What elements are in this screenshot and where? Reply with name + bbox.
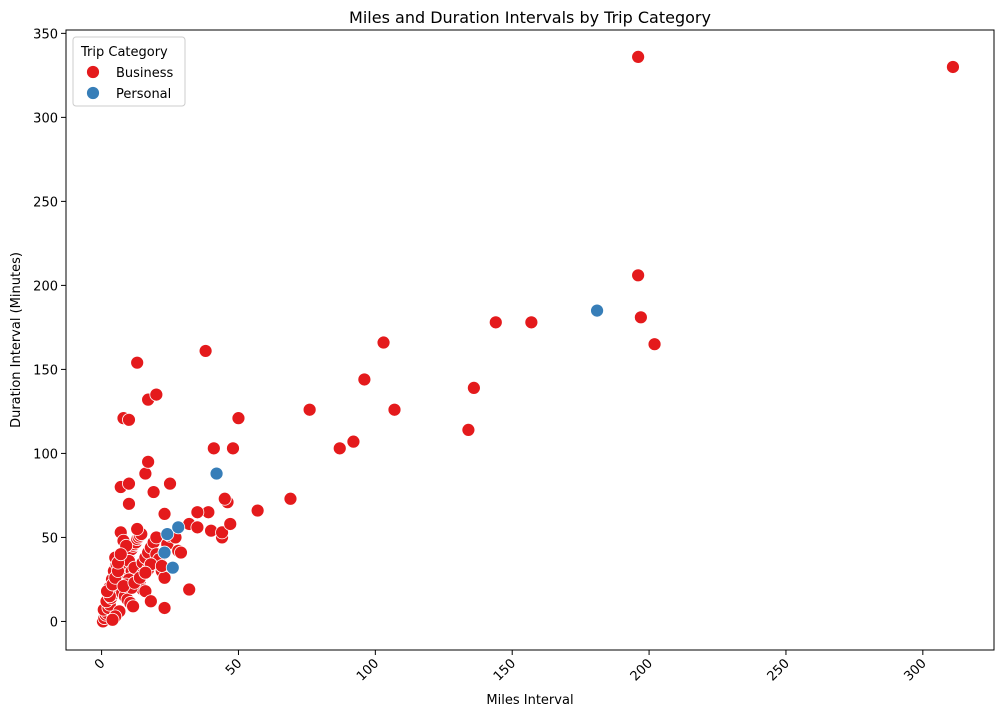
- point-business: [122, 412, 136, 427]
- point-business: [461, 422, 476, 437]
- y-tick-label: 100: [33, 447, 58, 462]
- point-business: [105, 612, 120, 627]
- y-tick-label: 0: [50, 615, 58, 630]
- point-business: [524, 315, 539, 330]
- point-business: [376, 335, 391, 350]
- point-business: [130, 355, 145, 370]
- point-business: [149, 387, 164, 402]
- point-business: [633, 310, 648, 325]
- point-personal: [171, 520, 186, 535]
- x-axis-label: Miles Interval: [486, 693, 573, 708]
- x-tick-label: 200: [628, 656, 656, 684]
- x-axis: 0 50 100 150 200 250 300: [92, 650, 930, 684]
- y-tick-label: 200: [33, 279, 58, 294]
- point-business: [302, 402, 317, 417]
- y-tick-label: 250: [33, 195, 58, 210]
- point-business: [647, 337, 662, 352]
- points-layer: [96, 49, 960, 629]
- x-tick-label: 50: [223, 656, 245, 678]
- point-business: [357, 372, 372, 387]
- point-business: [141, 454, 156, 469]
- point-business: [126, 599, 140, 614]
- legend-box: [72, 36, 186, 107]
- y-tick-label: 50: [41, 531, 58, 546]
- y-axis: 0 50 100 150 200 250 300 350: [33, 27, 66, 630]
- x-tick-label: 150: [491, 656, 519, 684]
- chart-title: Miles and Duration Intervals by Trip Cat…: [349, 8, 711, 27]
- point-business: [223, 517, 238, 531]
- point-business: [226, 441, 240, 456]
- point-personal: [160, 527, 175, 541]
- legend-title: Trip Category: [80, 45, 168, 60]
- x-tick-label: 100: [354, 656, 382, 684]
- point-business: [488, 315, 503, 330]
- point-personal: [590, 303, 604, 318]
- point-business: [217, 491, 232, 506]
- point-personal: [165, 560, 180, 575]
- point-business: [198, 344, 213, 358]
- point-business: [122, 496, 136, 511]
- point-business: [163, 476, 177, 491]
- point-business: [466, 380, 481, 395]
- point-business: [138, 466, 153, 481]
- x-tick-label: 300: [901, 656, 929, 684]
- y-tick-label: 150: [33, 363, 58, 378]
- point-business: [215, 525, 229, 540]
- point-business: [113, 547, 128, 562]
- point-business: [206, 441, 221, 456]
- point-business: [146, 485, 161, 499]
- point-business: [631, 49, 646, 64]
- point-business: [250, 503, 265, 518]
- legend-marker-business: [86, 65, 100, 79]
- point-business: [130, 522, 145, 536]
- point-business: [157, 507, 172, 521]
- point-business: [283, 491, 298, 506]
- point-business: [631, 268, 646, 283]
- point-business: [332, 441, 347, 456]
- point-personal: [157, 545, 172, 560]
- point-business: [122, 476, 136, 491]
- point-business: [190, 505, 205, 520]
- x-tick-label: 0: [92, 656, 108, 672]
- point-business: [143, 594, 158, 609]
- point-business: [157, 601, 172, 615]
- plot-frame: [65, 29, 995, 651]
- point-business: [138, 565, 153, 580]
- y-tick-label: 350: [33, 27, 58, 42]
- point-business: [231, 411, 246, 426]
- point-business: [174, 545, 188, 560]
- legend-label-personal: Personal: [116, 87, 171, 102]
- point-business: [346, 434, 361, 449]
- legend: Trip Category Business Personal: [72, 36, 186, 107]
- x-tick-label: 250: [765, 656, 793, 684]
- y-axis-label: Duration Interval (Minutes): [9, 252, 24, 428]
- point-business: [182, 582, 197, 597]
- point-business: [946, 60, 960, 74]
- y-tick-label: 300: [33, 111, 58, 126]
- point-business: [387, 402, 402, 417]
- point-business: [190, 520, 205, 535]
- point-personal: [209, 466, 224, 481]
- legend-marker-personal: [86, 86, 100, 100]
- legend-label-business: Business: [116, 66, 174, 81]
